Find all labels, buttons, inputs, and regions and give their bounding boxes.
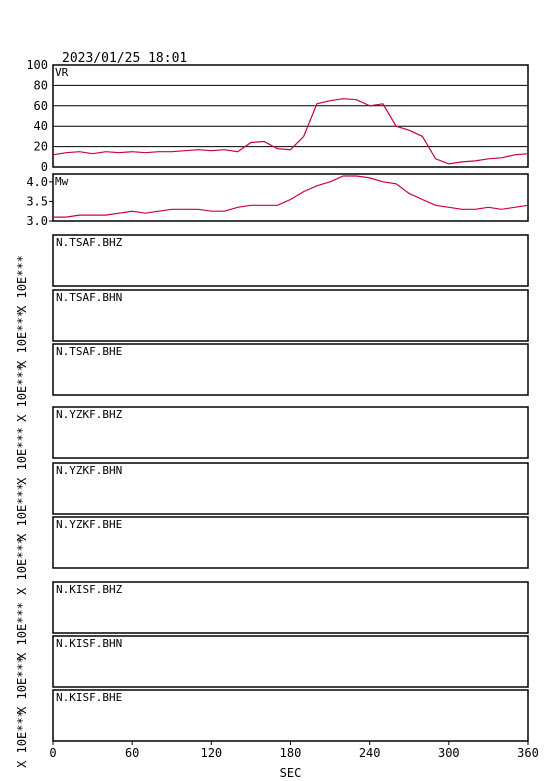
trace-panel	[52, 516, 529, 569]
trace-label: N.TSAF.BHE	[56, 345, 122, 358]
trace-panel	[52, 581, 529, 634]
y-tick-label: 80	[34, 78, 48, 92]
panel-frame	[52, 64, 529, 168]
trace-panel	[52, 343, 529, 396]
x-tick-label: 240	[359, 746, 381, 760]
trace-label: N.KISF.BHN	[56, 637, 122, 650]
scale-label: X 10E***	[15, 483, 29, 541]
trace-panel	[52, 289, 529, 342]
x-tick-label: 300	[438, 746, 460, 760]
trace-label: N.YZKF.BHN	[56, 464, 122, 477]
scale-label: X 10E***	[15, 310, 29, 368]
y-tick-label: 20	[34, 140, 48, 154]
x-tick-label: 60	[125, 746, 139, 760]
y-tick-label: 3.5	[26, 194, 48, 208]
x-tick-label: 180	[280, 746, 302, 760]
y-tick-label: 0	[41, 160, 48, 174]
scale-label: X 10E***	[15, 255, 29, 313]
trace-label: N.KISF.BHZ	[56, 583, 123, 596]
timestamp: 2023/01/25 18:01	[62, 51, 187, 66]
y-tick-label: 60	[34, 99, 48, 113]
y-tick-label: 4.0	[26, 175, 48, 189]
y-tick-label: 100	[26, 58, 48, 72]
panel-frame	[52, 173, 529, 222]
x-axis-label: SEC	[280, 766, 302, 780]
trace-label: N.TSAF.BHN	[56, 291, 122, 304]
panel-label: Mw	[55, 175, 69, 188]
trace-panel	[52, 406, 529, 459]
scale-label: X 10E***	[15, 710, 29, 768]
panel-label: VR	[55, 66, 69, 79]
scale-label: X 10E***	[15, 656, 29, 714]
scale-label: X 10E***	[15, 602, 29, 660]
trace-label: N.YZKF.BHZ	[56, 408, 123, 421]
trace-label: N.TSAF.BHZ	[56, 236, 123, 249]
x-tick-label: 360	[517, 746, 539, 760]
scale-label: X 10E***	[15, 537, 29, 595]
x-tick-label: 120	[200, 746, 222, 760]
trace-panel	[52, 234, 529, 287]
scale-label: X 10E***	[15, 364, 29, 422]
trace-panel	[52, 462, 529, 515]
y-tick-label: 40	[34, 119, 48, 133]
data-line	[52, 98, 529, 165]
y-tick-label: 3.0	[26, 214, 48, 228]
trace-panel	[52, 689, 529, 742]
data-line	[53, 175, 529, 218]
trace-panel	[52, 635, 529, 688]
scale-label: X 10E***	[15, 427, 29, 485]
x-tick-label: 0	[49, 746, 56, 760]
trace-label: N.YZKF.BHE	[56, 518, 122, 531]
trace-label: N.KISF.BHE	[56, 691, 122, 704]
